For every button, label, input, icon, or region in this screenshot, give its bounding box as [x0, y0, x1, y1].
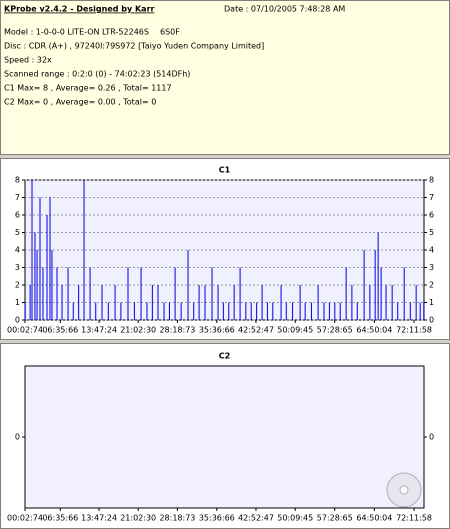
y-tick-label: 5: [15, 228, 20, 237]
y-tick-label: 2: [15, 281, 20, 290]
c2-summary: C2 Max= 0 , Average= 0.00 , Total= 0: [4, 98, 156, 107]
y-tick-label: 7: [15, 193, 20, 202]
x-tick-label: 28:18:73: [159, 326, 195, 335]
y-tick-label-right: 1: [429, 298, 434, 307]
info-panel: [0, 0, 450, 155]
chart-title: C2: [219, 352, 230, 361]
y-tick-label-right: 7: [429, 193, 434, 202]
x-tick-label: 64:50:04: [356, 326, 392, 335]
app-title: KProbe v2.4.2 - Designed by Karr: [4, 5, 155, 14]
x-tick-label: 35:36:66: [199, 326, 235, 335]
x-tick-label: 57:28:65: [317, 514, 353, 523]
y-tick-label: 0: [15, 316, 20, 325]
x-tick-label: 21:02:30: [120, 514, 156, 523]
y-tick-label: 6: [15, 211, 20, 220]
x-tick-label: 64:50:04: [356, 514, 392, 523]
x-tick-label: 50:09:45: [277, 514, 313, 523]
range: Scanned range : 0:2:0 (0) - 74:02:23 (51…: [4, 70, 190, 79]
c1-summary: C1 Max= 8 , Average= 0.26 , Total= 1117: [4, 84, 172, 93]
cd-icon: [386, 472, 422, 508]
y-tick-label-right: 8: [429, 176, 434, 185]
y-tick-label-right: 2: [429, 281, 434, 290]
y-tick-label-right: 6: [429, 211, 434, 220]
x-tick-label: 13:47:24: [81, 514, 117, 523]
x-tick-label: 00:02:74: [7, 326, 43, 335]
firmware: 6S0F: [160, 28, 180, 37]
x-tick-label: 06:35:66: [42, 514, 78, 523]
y-tick-label: 0: [15, 433, 20, 442]
y-tick-label-right: 0: [429, 433, 434, 442]
date: Date : 07/10/2005 7:48:28 AM: [224, 5, 345, 14]
model: Model : 1-0-0-0 LITE-ON LTR-52246S: [4, 28, 149, 37]
y-tick-label: 4: [15, 246, 20, 255]
chart-title: C1: [219, 166, 231, 175]
y-tick-label-right: 0: [429, 316, 434, 325]
y-tick-label-right: 5: [429, 228, 434, 237]
x-tick-label: 13:47:24: [81, 326, 117, 335]
speed: Speed : 32x: [4, 56, 52, 65]
y-tick-label: 3: [15, 263, 20, 272]
x-tick-label: 72:11:58: [396, 514, 432, 523]
x-tick-label: 35:36:66: [199, 514, 235, 523]
y-tick-label: 8: [15, 176, 20, 185]
x-tick-label: 50:09:45: [277, 326, 313, 335]
x-tick-label: 57:28:65: [317, 326, 353, 335]
y-tick-label-right: 4: [429, 246, 434, 255]
y-tick-label: 1: [15, 298, 20, 307]
x-tick-label: 42:52:47: [238, 514, 274, 523]
x-tick-label: 42:52:47: [238, 326, 274, 335]
x-tick-label: 06:35:66: [42, 326, 78, 335]
y-tick-label-right: 3: [429, 263, 434, 272]
disc: Disc : CDR (A+) , 97240l:79S972 [Taiyo Y…: [4, 42, 264, 51]
x-tick-label: 28:18:73: [159, 514, 195, 523]
plot-area: [24, 365, 425, 509]
x-tick-label: 21:02:30: [120, 326, 156, 335]
x-tick-label: 72:11:58: [396, 326, 432, 335]
x-tick-label: 00:02:74: [7, 514, 43, 523]
